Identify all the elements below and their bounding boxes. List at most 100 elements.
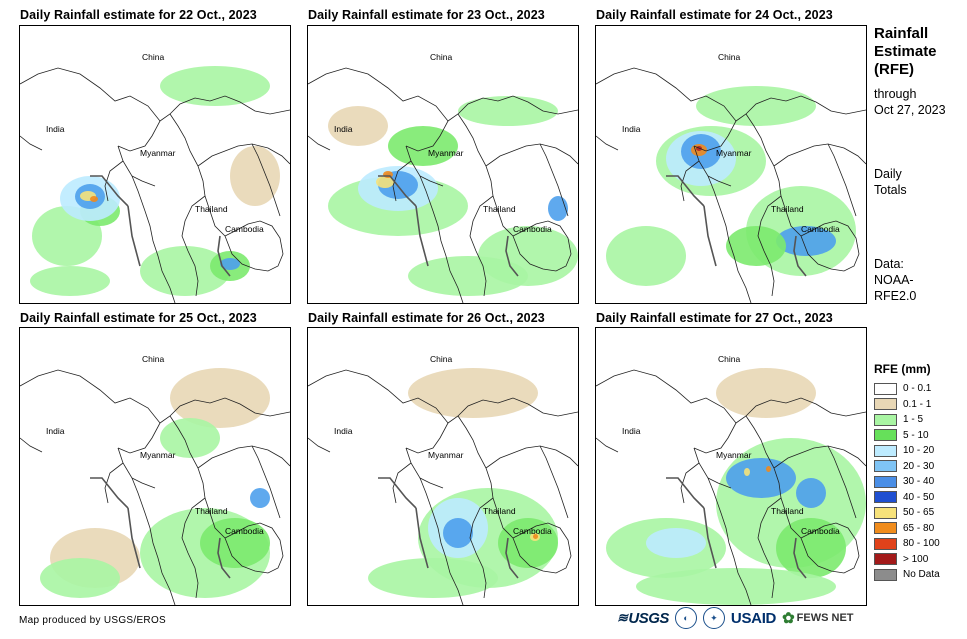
rainfall-area — [408, 256, 528, 296]
country-border — [104, 160, 124, 202]
map-label-china: China — [142, 354, 165, 364]
rainfall-area — [443, 518, 473, 548]
rainfall-area — [220, 258, 240, 270]
legend-label: 30 - 40 — [903, 476, 935, 487]
country-border — [392, 462, 412, 504]
globe-icon: ✿ — [782, 610, 795, 627]
country-border — [457, 113, 514, 237]
country-border — [197, 143, 290, 167]
rainfall-area — [776, 518, 846, 578]
country-border — [20, 135, 43, 151]
country-border — [596, 67, 737, 152]
country-border — [117, 447, 176, 605]
rainfall-area — [744, 468, 750, 476]
country-border — [680, 462, 700, 504]
coastline — [505, 537, 519, 579]
legend-label: 20 - 30 — [903, 460, 935, 472]
legend-item: 80 - 100 — [874, 537, 940, 550]
rainfall-area — [388, 126, 458, 166]
through-date: Oct 27, 2023 — [874, 103, 946, 117]
legend-item: 20 - 30 — [874, 460, 934, 473]
legend-label: No Data — [903, 569, 940, 580]
rainfall-map — [308, 67, 578, 303]
rainfall-area — [716, 368, 816, 418]
country-border — [447, 397, 578, 424]
legend-item: 1 - 5 — [874, 413, 923, 426]
map-label-china: China — [430, 52, 453, 62]
map-label-india: India — [622, 426, 641, 436]
country-border — [596, 369, 737, 454]
panel-title-23: Daily Rainfall estimate for 23 Oct., 202… — [308, 8, 545, 22]
legend-swatch — [874, 537, 897, 550]
map-panel-25: China India Myanmar Thailand Cambodia — [19, 327, 291, 606]
credit-text: Map produced by USGS/EROS — [19, 615, 167, 626]
coastline — [793, 537, 807, 579]
legend-label: 10 - 20 — [903, 445, 935, 456]
rainfall-area — [376, 176, 394, 188]
map-label-myanmar: Myanmar — [428, 450, 464, 460]
coastline — [217, 537, 231, 579]
map-label-cambodia: Cambodia — [513, 526, 552, 536]
country-border — [485, 143, 578, 167]
coastline — [666, 477, 705, 509]
legend-swatch — [874, 506, 897, 519]
logos: ≋ USGS ◐ ✦ USAID ✿ FEWS NET — [617, 607, 854, 629]
country-border — [419, 477, 444, 489]
panel-title-27: Daily Rainfall estimate for 27 Oct., 202… — [596, 311, 833, 325]
legend-item: 65 - 80 — [874, 522, 934, 535]
coastline — [793, 235, 807, 277]
rainfall-area — [328, 106, 388, 146]
country-border — [159, 95, 290, 122]
coastline — [378, 175, 417, 207]
country-border — [757, 195, 782, 297]
rainfall-area — [32, 206, 102, 266]
rainfall-area — [548, 196, 568, 221]
map-label-india: India — [46, 426, 65, 436]
legend-item: 0 - 0.1 — [874, 382, 931, 395]
coastline — [217, 235, 231, 277]
legend-item: 10 - 20 — [874, 444, 934, 457]
rainfall-area — [230, 146, 280, 206]
country-border — [159, 397, 290, 424]
map-label-thailand: Thailand — [771, 506, 804, 516]
country-border — [735, 95, 866, 122]
country-border — [131, 477, 156, 489]
coastline — [505, 235, 519, 277]
country-border — [131, 175, 156, 187]
coastline — [703, 507, 717, 569]
usgs-wave-icon: ≋ — [617, 610, 628, 625]
country-border — [20, 369, 161, 454]
coastline — [415, 205, 429, 267]
map-label-cambodia: Cambodia — [513, 224, 552, 234]
legend-swatch — [874, 460, 897, 472]
country-border — [680, 160, 700, 202]
rfe-title-line3: (RFE) — [874, 61, 914, 78]
coastline — [666, 175, 705, 207]
legend-item: 0.1 - 1 — [874, 398, 931, 411]
rainfall-map — [308, 368, 578, 605]
map-panel-26: China India Myanmar Thailand Cambodia — [307, 327, 579, 606]
legend-swatch — [874, 522, 897, 534]
legend-item: 30 - 40 — [874, 475, 934, 488]
country-border — [104, 462, 124, 504]
legend-swatch — [874, 398, 897, 410]
rfe-title-line1: Rainfall — [874, 25, 929, 42]
country-border — [405, 447, 464, 605]
country-border — [251, 445, 281, 519]
noaa-seal-icon: ◐ — [674, 607, 697, 629]
legend-label: 50 - 65 — [903, 507, 935, 518]
country-border — [308, 135, 331, 151]
coastline — [415, 507, 429, 569]
rainfall-area — [160, 66, 270, 106]
panel-title-26: Daily Rainfall estimate for 26 Oct., 202… — [308, 311, 545, 325]
rainfall-area — [646, 528, 706, 558]
country-border — [596, 135, 619, 151]
country-border — [20, 67, 161, 152]
legend-swatch — [874, 568, 897, 581]
rainfall-area — [498, 518, 558, 568]
rainfall-area — [796, 478, 826, 508]
map-label-myanmar: Myanmar — [140, 148, 176, 158]
country-border — [745, 113, 802, 237]
map-label-myanmar: Myanmar — [140, 450, 176, 460]
usaid-logo: USAID — [730, 609, 777, 627]
